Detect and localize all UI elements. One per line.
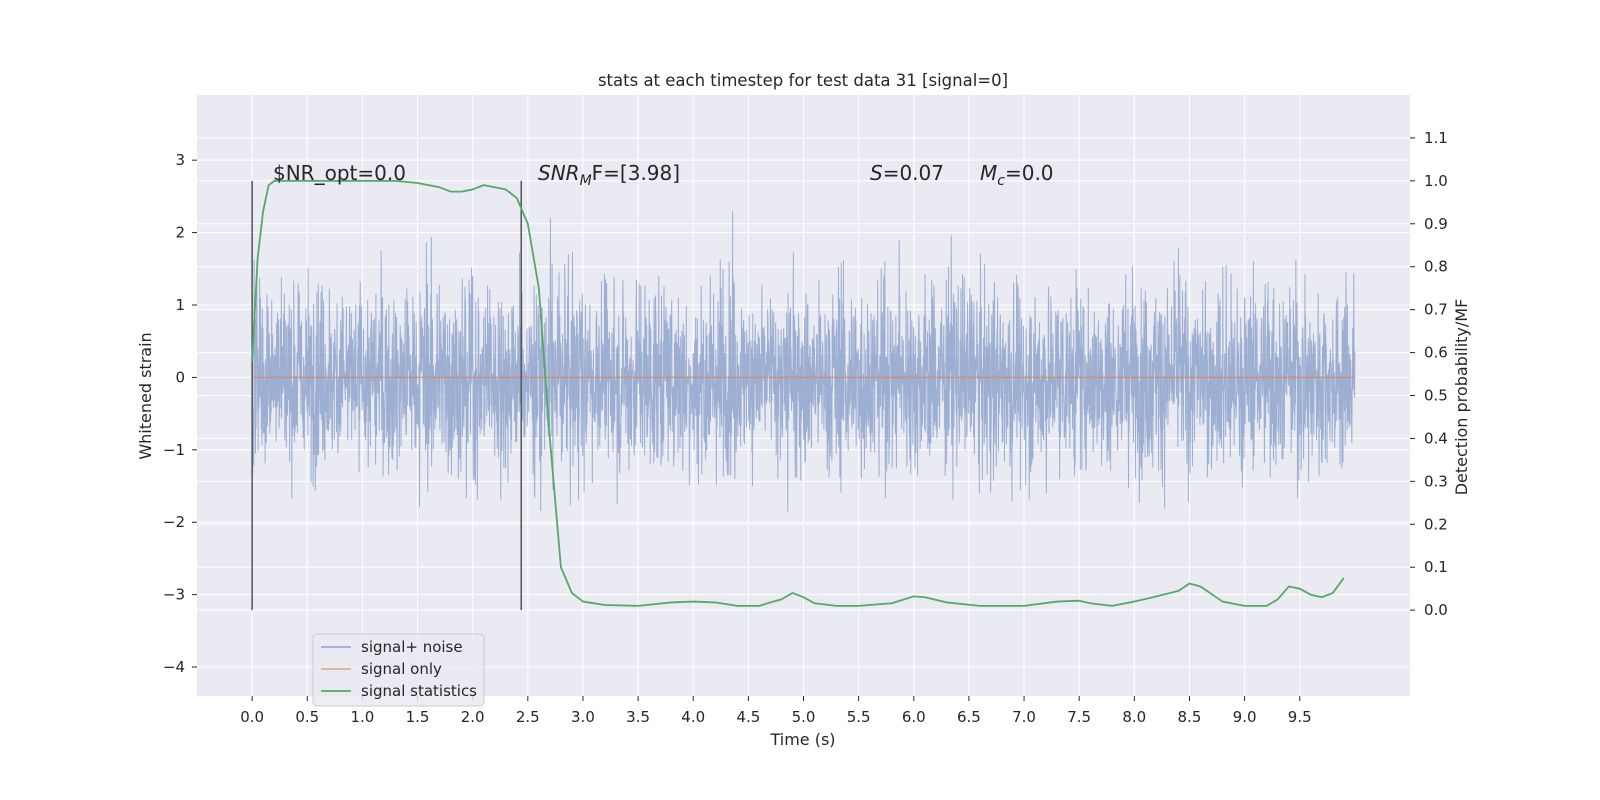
legend: signal+ noise signal only signal statist… — [312, 633, 485, 707]
annotation-s: S=0.07 — [870, 161, 944, 185]
y-tick-label: 0 — [175, 368, 185, 386]
x-tick-label: 7.0 — [1012, 708, 1036, 726]
x-tick-label: 3.0 — [571, 708, 595, 726]
x-tick-label: 5.5 — [847, 708, 871, 726]
annotation-s-rest: =0.07 — [883, 161, 944, 185]
y-tick-label: 3 — [175, 151, 185, 169]
x-tick-label: 6.5 — [957, 708, 981, 726]
signal-noise-line — [251, 211, 1356, 512]
x-tick-label: 4.0 — [681, 708, 705, 726]
series-signal-noise — [251, 211, 1356, 512]
x-axis-ticks: 0.0 0.5 1.0 1.5 2.0 2.5 3.0 3.5 4.0 4.5 5.0 5.5 6.0 6… — [240, 696, 1312, 726]
x-tick-label: 0.0 — [240, 708, 264, 726]
annotation-mc-sub: c — [997, 173, 1005, 189]
x-tick-label: 8.5 — [1178, 708, 1202, 726]
y-right-tick-label: 0.4 — [1424, 429, 1448, 447]
x-tick-label: 9.0 — [1233, 708, 1257, 726]
legend-label-signal-noise: signal+ noise — [361, 638, 463, 656]
x-tick-label: 1.0 — [350, 708, 374, 726]
x-tick-label: 6.0 — [902, 708, 926, 726]
y-tick-label: −2 — [163, 513, 185, 531]
y-right-tick-label: 0.2 — [1424, 515, 1448, 533]
y-axis-right-ticks: 0.0 0.1 0.2 0.3 0.4 0.5 0.6 0.7 0.8 0.9 1.0 1.1 — [1410, 129, 1448, 619]
y-right-tick-label: 0.5 — [1424, 387, 1448, 405]
y-right-tick-label: 1.1 — [1424, 129, 1448, 147]
x-tick-label: 5.0 — [792, 708, 816, 726]
annotation-snr-opt: $NR_opt=0.0 — [273, 161, 406, 185]
series-signal-statistics — [251, 179, 1345, 607]
x-tick-label: 1.5 — [406, 708, 430, 726]
legend-label-signal-only: signal only — [361, 660, 442, 678]
y-tick-label: −4 — [163, 658, 185, 676]
y-right-tick-label: 0.1 — [1424, 558, 1448, 576]
x-axis-label: Time (s) — [769, 730, 835, 749]
y-right-tick-label: 0.6 — [1424, 344, 1448, 362]
x-tick-label: 2.5 — [516, 708, 540, 726]
x-tick-label: 3.5 — [626, 708, 650, 726]
legend-box — [312, 633, 485, 707]
y-right-tick-label: 0.3 — [1424, 472, 1448, 490]
annotation-mc: Mc=0.0 — [980, 161, 1054, 189]
y-axis-label: Whitened strain — [136, 332, 155, 459]
annotation-mc-rest: =0.0 — [1005, 161, 1054, 185]
y-axis-right-label: Detection probability/MF — [1452, 299, 1471, 496]
y-tick-label: −3 — [163, 586, 185, 604]
x-tick-label: 4.5 — [736, 708, 760, 726]
y-right-tick-label: 0.7 — [1424, 301, 1448, 319]
legend-label-signal-statistics: signal statistics — [361, 682, 477, 700]
annotation-snr-mf-sub: M — [580, 173, 592, 189]
x-tick-label: 7.5 — [1067, 708, 1091, 726]
y-right-tick-label: 0.8 — [1424, 258, 1448, 276]
y-axis-ticks: −4 −3 −2 −1 0 1 2 3 — [163, 151, 197, 676]
x-tick-label: 9.5 — [1288, 708, 1312, 726]
x-tick-label: 8.0 — [1122, 708, 1146, 726]
vertical-markers — [251, 180, 522, 611]
annotation-snr-mf: SNRMF=[3.98] — [538, 161, 680, 189]
chart-title: stats at each timestep for test data 31 … — [598, 71, 1008, 90]
annotation-s-main: S — [870, 161, 883, 185]
y-right-tick-label: 0.9 — [1424, 215, 1448, 233]
annotation-snr-mf-main: SNR — [538, 161, 580, 185]
annotation-snr-mf-rest: F=[3.98] — [592, 161, 680, 185]
x-tick-label: 2.0 — [461, 708, 485, 726]
x-tick-label: 0.5 — [295, 708, 319, 726]
y-tick-label: 2 — [175, 224, 185, 242]
annotations: $NR_opt=0.0 SNRMF=[3.98] S=0.07 Mc=0.0 — [273, 161, 1054, 189]
y-right-tick-label: 0.0 — [1424, 601, 1448, 619]
y-tick-label: 1 — [175, 296, 185, 314]
y-tick-label: −1 — [163, 441, 185, 459]
y-right-tick-label: 1.0 — [1424, 172, 1448, 190]
annotation-mc-main: M — [980, 161, 997, 185]
signal-statistics-line — [251, 179, 1345, 607]
